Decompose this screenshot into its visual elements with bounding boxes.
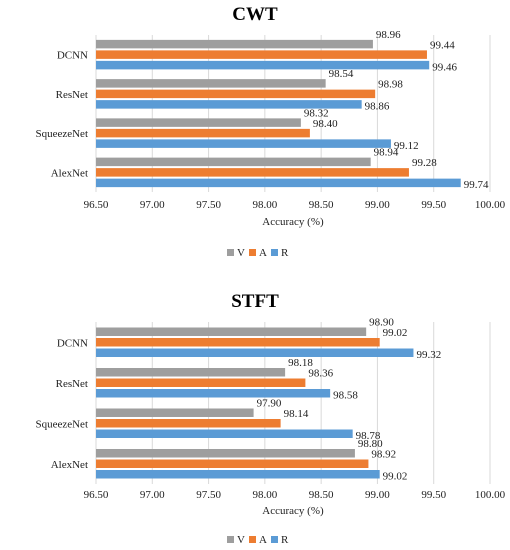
bar-a bbox=[96, 378, 306, 387]
bar-v bbox=[96, 408, 254, 417]
data-label: 99.02 bbox=[383, 327, 408, 339]
x-tick-label: 98.00 bbox=[252, 489, 277, 501]
x-tick-label: 97.50 bbox=[196, 199, 221, 211]
cwt-chart: CWT 96.50 97.00 97.50 98.00 98.50 99.00 99.50 10… bbox=[35, 4, 505, 259]
legend-label-a: A bbox=[259, 534, 267, 546]
bar-a bbox=[96, 128, 310, 138]
bar-v bbox=[96, 368, 286, 377]
x-tick-label: 97.50 bbox=[196, 489, 221, 501]
stft-chart: STFT 96.50 97.00 97.50 98.00 98.50 99.00 99.50 1… bbox=[35, 291, 505, 546]
legend-swatch-r bbox=[271, 249, 278, 256]
bar-r bbox=[96, 100, 362, 109]
category-label: SqueezeNet bbox=[35, 418, 88, 430]
legend-swatch-a bbox=[249, 536, 256, 543]
x-tick-label: 98.00 bbox=[252, 199, 277, 211]
bar-a bbox=[96, 419, 281, 428]
data-label: 99.74 bbox=[464, 179, 489, 191]
bar-a bbox=[96, 168, 409, 177]
data-label: 99.02 bbox=[383, 471, 408, 483]
data-label: 99.46 bbox=[432, 61, 457, 73]
data-label: 98.36 bbox=[308, 368, 333, 380]
legend-swatch-r bbox=[271, 536, 278, 543]
x-tick-label: 100.00 bbox=[475, 199, 506, 211]
legend-label-v: V bbox=[237, 534, 245, 546]
data-label: 98.32 bbox=[304, 107, 329, 119]
chart-title: STFT bbox=[231, 291, 279, 312]
category-label: ResNet bbox=[56, 89, 88, 101]
x-tick-label: 96.50 bbox=[84, 199, 109, 211]
data-label: 98.96 bbox=[376, 29, 401, 41]
data-label: 98.54 bbox=[329, 68, 354, 80]
x-tick-label: 99.50 bbox=[421, 489, 446, 501]
bar-r bbox=[96, 178, 461, 188]
chart-title: CWT bbox=[232, 4, 278, 25]
x-tick-label: 98.50 bbox=[309, 489, 334, 501]
category-label: ResNet bbox=[56, 378, 88, 390]
bar-a bbox=[96, 459, 369, 468]
data-label: 98.78 bbox=[356, 430, 381, 442]
data-label: 99.44 bbox=[430, 39, 455, 51]
bar-r bbox=[96, 389, 331, 398]
legend-swatch-v bbox=[227, 249, 234, 256]
x-tick-label: 99.50 bbox=[421, 199, 446, 211]
category-label: AlexNet bbox=[51, 167, 88, 179]
data-label: 97.90 bbox=[257, 398, 282, 410]
data-label: 99.32 bbox=[416, 349, 441, 361]
bar-v bbox=[96, 118, 301, 127]
x-tick-label: 96.50 bbox=[84, 489, 109, 501]
data-label: 99.12 bbox=[394, 140, 419, 152]
x-tick-label: 97.00 bbox=[140, 489, 165, 501]
x-tick-label: 100.00 bbox=[475, 489, 506, 501]
bar-v bbox=[96, 327, 367, 336]
data-label: 98.90 bbox=[369, 317, 394, 329]
legend-label-r: R bbox=[281, 534, 289, 546]
bar-a bbox=[96, 89, 376, 99]
category-label: DCNN bbox=[57, 337, 88, 349]
x-tick-label: 97.00 bbox=[140, 199, 165, 211]
x-tick-label: 98.50 bbox=[309, 199, 334, 211]
data-label: 98.80 bbox=[358, 438, 383, 450]
legend-label-v: V bbox=[237, 247, 245, 259]
bar-r bbox=[96, 429, 353, 438]
data-label: 99.28 bbox=[412, 157, 437, 169]
x-axis-label: Accuracy (%) bbox=[262, 505, 324, 517]
data-label: 98.58 bbox=[333, 390, 358, 402]
bar-a bbox=[96, 338, 380, 347]
bar-v bbox=[96, 157, 371, 167]
category-label: SqueezeNet bbox=[35, 128, 88, 140]
category-label: AlexNet bbox=[51, 459, 88, 471]
x-tick-label: 99.00 bbox=[365, 489, 390, 501]
category-label: DCNN bbox=[57, 50, 88, 62]
data-label: 98.18 bbox=[288, 357, 313, 369]
bar-r bbox=[96, 470, 380, 479]
bar-v bbox=[96, 449, 355, 458]
data-label: 98.94 bbox=[374, 147, 399, 159]
data-label: 98.86 bbox=[365, 101, 390, 113]
data-label: 98.40 bbox=[313, 118, 338, 130]
bar-v bbox=[96, 79, 326, 88]
legend-swatch-v bbox=[227, 536, 234, 543]
bar-r bbox=[96, 139, 391, 148]
bar-r bbox=[96, 60, 430, 70]
bar-a bbox=[96, 50, 427, 59]
data-label: 98.92 bbox=[371, 449, 396, 461]
bar-r bbox=[96, 348, 414, 357]
data-label: 98.98 bbox=[378, 79, 403, 91]
legend-label-r: R bbox=[281, 247, 289, 259]
bar-v bbox=[96, 39, 373, 49]
legend-swatch-a bbox=[249, 249, 256, 256]
data-label: 98.14 bbox=[284, 408, 309, 420]
x-tick-label: 99.00 bbox=[365, 199, 390, 211]
legend-label-a: A bbox=[259, 247, 267, 259]
x-axis-label: Accuracy (%) bbox=[262, 216, 324, 228]
